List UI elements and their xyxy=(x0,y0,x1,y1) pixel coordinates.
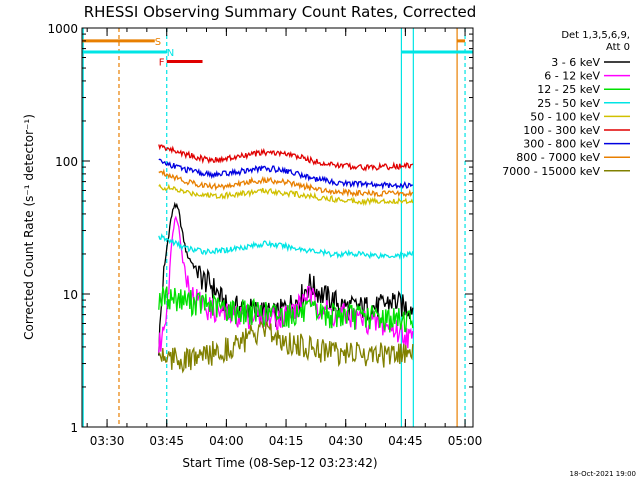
y-tick-label: 10 xyxy=(63,288,78,302)
series-line xyxy=(158,168,414,198)
series-line xyxy=(158,319,414,374)
flag-label: N xyxy=(167,48,174,59)
legend-header-line-2: Att 0 xyxy=(606,42,630,53)
legend-label: 6 - 12 keV xyxy=(544,70,600,83)
plot-frame xyxy=(81,27,474,428)
legend-label: 50 - 100 keV xyxy=(530,110,600,123)
legend-label: 300 - 800 keV xyxy=(523,138,600,151)
legend-label: 25 - 50 keV xyxy=(537,97,600,110)
legend-label: 100 - 300 keV xyxy=(523,124,600,137)
timestamp: 18-Oct-2021 19:00 xyxy=(570,470,636,478)
series-line xyxy=(158,286,414,333)
flag-label: S xyxy=(155,37,161,48)
flag-label: F xyxy=(159,57,165,68)
legend-header-line-1: Det 1,3,5,6,9, xyxy=(561,30,630,41)
legend-label: 12 - 25 keV xyxy=(537,83,600,96)
series-line xyxy=(158,201,414,356)
vertical-markers xyxy=(82,28,466,427)
legend-label: 7000 - 15000 keV xyxy=(502,165,600,178)
series-line xyxy=(158,144,414,172)
axes: 1 10 100 1000 03:30 03:45 04:00 04:15 04:30 04:45… xyxy=(47,22,482,448)
x-tick-label: 04:00 xyxy=(209,434,244,448)
y-tick-label: 1 xyxy=(70,421,78,435)
series-line xyxy=(158,233,414,260)
chart-title: RHESSI Observing Summary Count Rates, Co… xyxy=(84,3,477,21)
legend-label: 3 - 6 keV xyxy=(551,56,600,69)
y-tick-label: 1000 xyxy=(47,22,78,36)
x-tick-label: 03:30 xyxy=(90,434,125,448)
series-line xyxy=(158,183,414,207)
y-tick-label: 100 xyxy=(55,155,78,169)
flag-bars: SNF xyxy=(82,37,473,68)
series-lines xyxy=(158,144,414,374)
x-axis-label: Start Time (08-Sep-12 03:23:42) xyxy=(182,456,377,470)
x-tick-label: 04:15 xyxy=(269,434,304,448)
x-tick-label: 05:00 xyxy=(448,434,483,448)
legend-label: 800 - 7000 keV xyxy=(516,151,600,164)
y-axis-label: Corrected Count Rate (s⁻¹ detector⁻¹) xyxy=(22,114,36,340)
x-tick-label: 03:45 xyxy=(149,434,184,448)
x-tick-label: 04:45 xyxy=(388,434,423,448)
series-line xyxy=(158,158,414,191)
series-line xyxy=(158,215,414,354)
x-tick-label: 04:30 xyxy=(328,434,363,448)
